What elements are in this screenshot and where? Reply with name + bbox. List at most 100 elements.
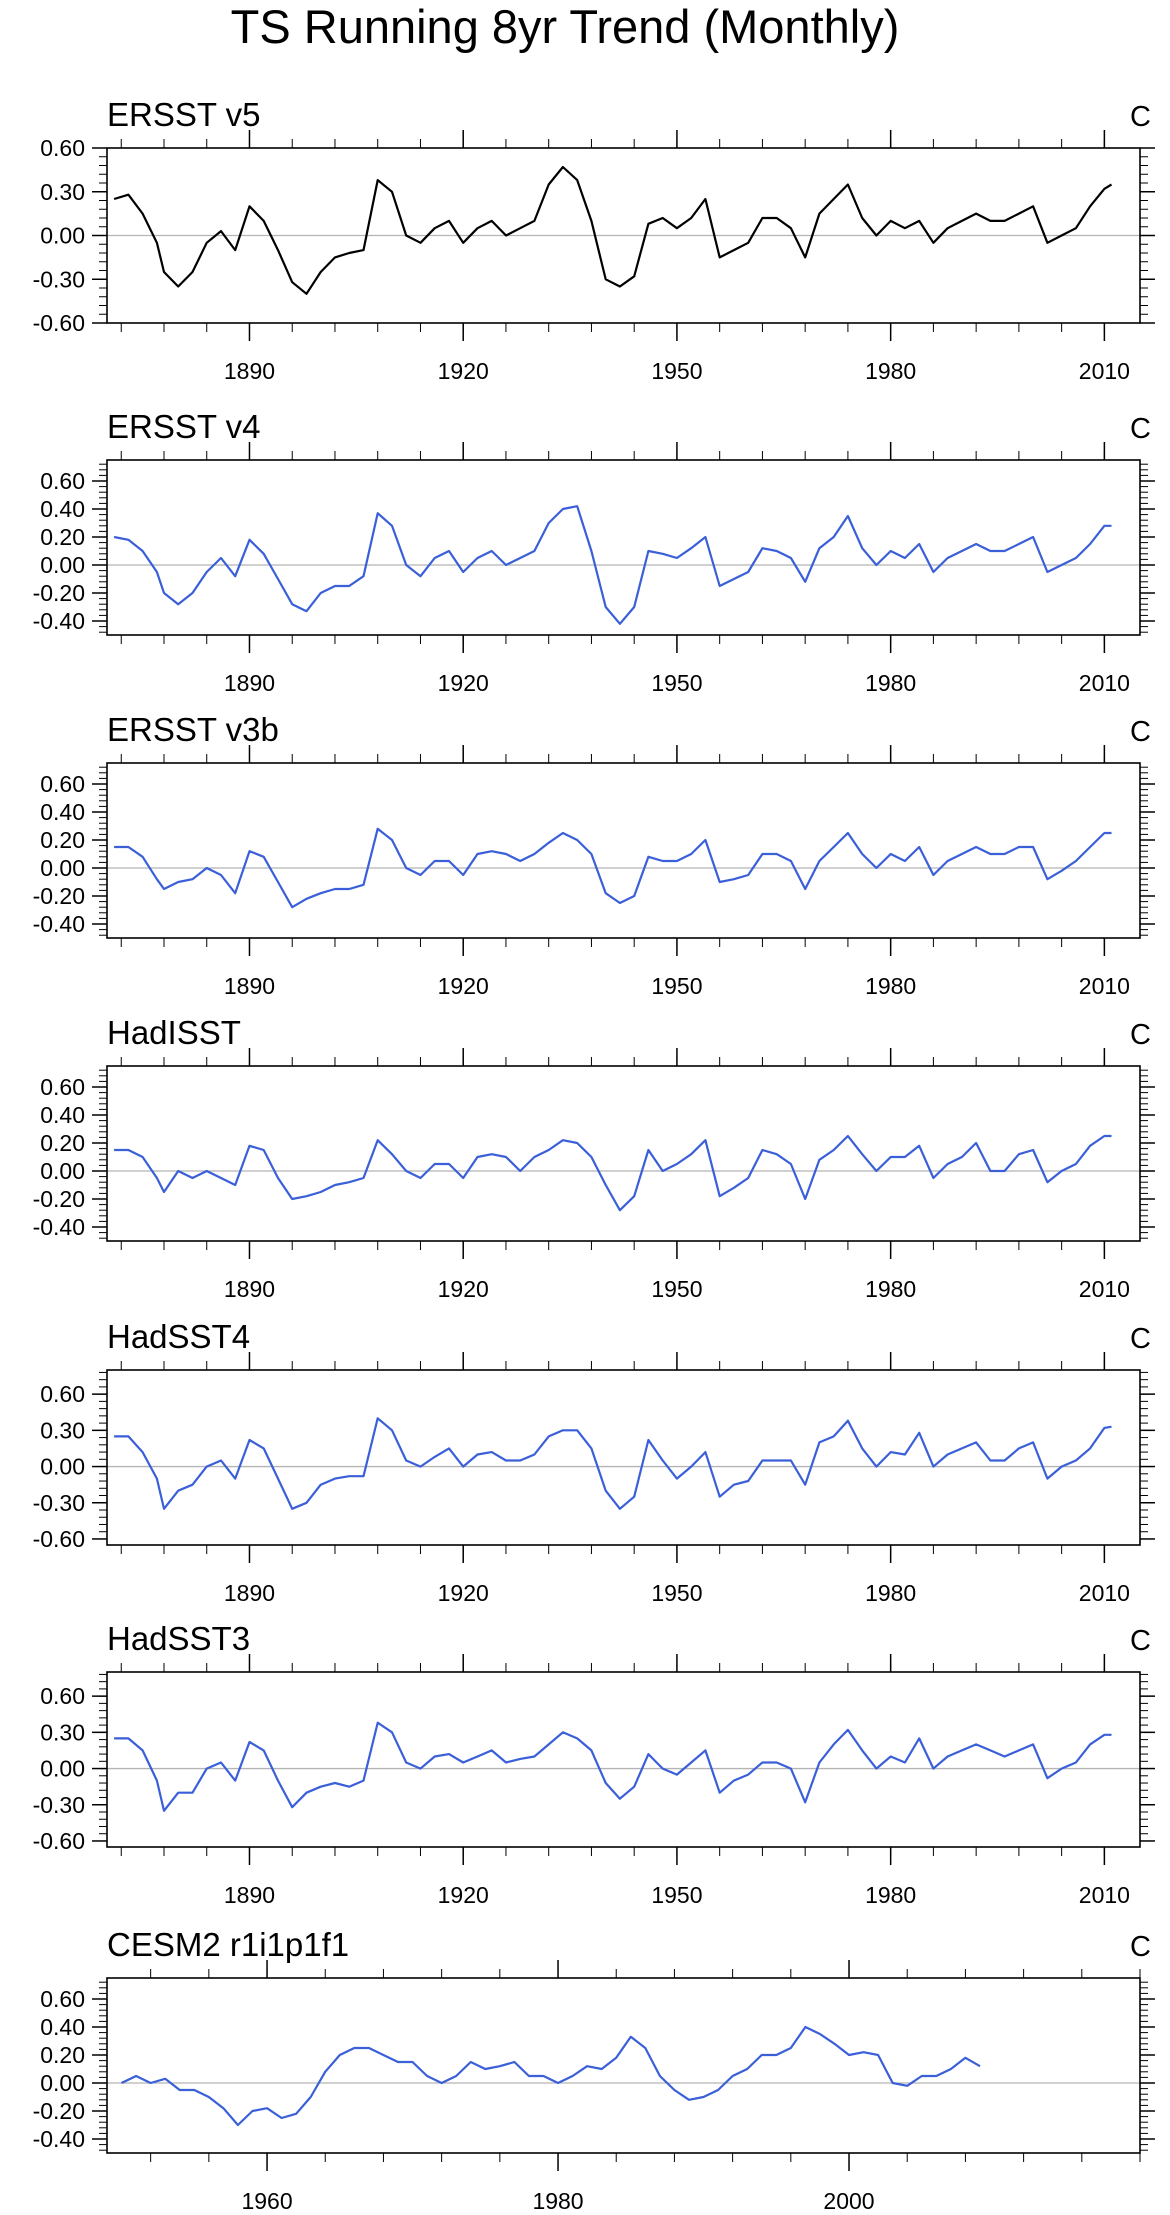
y-tick-label: 0.00	[40, 855, 85, 881]
y-tick-label: -0.60	[33, 1526, 85, 1552]
x-tick-label: 2010	[1079, 1580, 1130, 1606]
panel-title: ERSST v5	[107, 96, 260, 133]
x-tick-label: 1890	[224, 358, 275, 384]
panel-units: C	[1130, 1625, 1151, 1657]
y-tick-label: 0.20	[40, 827, 85, 853]
series-line	[113, 505, 1112, 625]
y-tick-label: 0.20	[40, 524, 85, 550]
x-tick-label: 1890	[224, 973, 275, 999]
y-tick-label: -0.20	[33, 580, 85, 606]
y-tick-label: 0.00	[40, 223, 85, 249]
y-tick-label: -0.20	[33, 883, 85, 909]
y-tick-label: -0.30	[33, 1792, 85, 1818]
y-tick-label: 0.60	[40, 1381, 85, 1407]
plot-frame	[106, 459, 1141, 636]
y-tick-label: -0.40	[33, 1214, 85, 1240]
series-line	[114, 1721, 1112, 1812]
panel-title: HadISST	[107, 1014, 241, 1051]
chart-panel-2: ERSST v4 C -0.40-0.200.000.200.400.60 1890 1…	[33, 408, 1155, 696]
panel-units: C	[1130, 1323, 1151, 1355]
x-tick-label: 2000	[823, 2188, 874, 2214]
figure-title: TS Running 8yr Trend (Monthly)	[231, 0, 900, 53]
chart-panel-1: ERSST v5 C -0.60 -0.30 0.00 0.30 0.60 1890 1920 1…	[33, 96, 1155, 384]
x-tick-label: 2010	[1079, 1882, 1130, 1908]
y-tick-label: 0.00	[40, 1158, 85, 1184]
x-tick-label: 1950	[651, 1580, 702, 1606]
y-tick-label: -0.40	[33, 2126, 85, 2152]
x-tick-label: 1890	[224, 1276, 275, 1302]
x-tick-label: 1920	[438, 670, 489, 696]
plot-frame	[106, 1369, 1141, 1546]
y-tick-label: 0.60	[40, 771, 85, 797]
y-tick-label: 0.60	[40, 1986, 85, 2012]
series-line	[114, 827, 1112, 909]
y-tick-label: 0.40	[40, 799, 85, 825]
y-tick-label: 0.30	[40, 1417, 85, 1443]
y-tick-label: 0.60	[40, 135, 85, 161]
plot-frame	[106, 762, 1141, 939]
plot-frame	[106, 147, 1141, 324]
y-tick-label: 0.60	[40, 1683, 85, 1709]
panel-title: CESM2 r1i1p1f1	[107, 1926, 349, 1963]
y-tick-label: -0.20	[33, 1186, 85, 1212]
panel-units: C	[1130, 1931, 1151, 1963]
y-tick-label: 0.40	[40, 496, 85, 522]
y-tick-label: 0.20	[40, 2042, 85, 2068]
x-tick-label: 1980	[865, 1882, 916, 1908]
y-tick-label: 0.00	[40, 552, 85, 578]
x-tick-label: 1950	[651, 1276, 702, 1302]
y-tick-label: -0.40	[33, 608, 85, 634]
panel-units: C	[1130, 1019, 1151, 1051]
x-tick-label: 1920	[438, 973, 489, 999]
y-tick-label: -0.40	[33, 911, 85, 937]
y-tick-label: 0.60	[40, 468, 85, 494]
panel-title: ERSST v3b	[107, 711, 279, 748]
series-line	[113, 165, 1113, 295]
x-tick-label: 1980	[865, 1580, 916, 1606]
x-tick-label: 1920	[438, 1882, 489, 1908]
x-tick-label: 1950	[651, 1882, 702, 1908]
chart-panel-6: HadSST3 C -0.60 -0.30 0.00 0.30 0.60 1890 1920 19…	[33, 1620, 1155, 1908]
plot-frame	[106, 1671, 1141, 1848]
chart-panel-5: HadSST4 C -0.60 -0.30 0.00 0.30 0.60 1890 1920 19…	[33, 1318, 1155, 1606]
x-tick-label: 1890	[224, 1882, 275, 1908]
y-tick-label: 0.00	[40, 1454, 85, 1480]
x-tick-label: 2010	[1079, 1276, 1130, 1302]
y-tick-label: 0.30	[40, 1719, 85, 1745]
panel-units: C	[1130, 101, 1151, 133]
panel-title: HadSST3	[107, 1620, 250, 1657]
series-line	[121, 2025, 981, 2127]
y-tick-label: -0.60	[33, 310, 85, 336]
x-tick-label: 1980	[865, 670, 916, 696]
plot-frame	[106, 1977, 1141, 2154]
x-tick-label: 1890	[224, 670, 275, 696]
y-tick-label: 0.40	[40, 2014, 85, 2040]
y-tick-label: -0.60	[33, 1828, 85, 1854]
panel-title: ERSST v4	[107, 408, 260, 445]
x-tick-label: 1980	[865, 358, 916, 384]
series-line	[114, 1134, 1112, 1212]
x-tick-label: 1960	[241, 2188, 292, 2214]
x-tick-label: 1920	[438, 1276, 489, 1302]
x-tick-label: 2010	[1079, 358, 1130, 384]
x-tick-label: 1980	[865, 1276, 916, 1302]
series-line	[114, 1417, 1112, 1510]
y-tick-label: 0.30	[40, 179, 85, 205]
chart-panel-3: ERSST v3b C -0.40-0.200.000.200.400.60 1890…	[33, 711, 1155, 999]
y-tick-label: 0.00	[40, 2070, 85, 2096]
x-tick-label: 1950	[651, 973, 702, 999]
x-tick-label: 1890	[224, 1580, 275, 1606]
x-tick-label: 1980	[865, 973, 916, 999]
y-tick-label: 0.60	[40, 1074, 85, 1100]
y-tick-label: 0.40	[40, 1102, 85, 1128]
y-tick-label: -0.30	[33, 266, 85, 292]
panel-units: C	[1130, 716, 1151, 748]
x-tick-label: 1950	[651, 358, 702, 384]
y-tick-label: 0.20	[40, 1130, 85, 1156]
x-tick-label: 2010	[1079, 670, 1130, 696]
x-tick-label: 1980	[532, 2188, 583, 2214]
plot-frame	[106, 1065, 1141, 1242]
chart-panel-4: HadISST C -0.40-0.200.000.200.400.60 1890 19…	[33, 1014, 1155, 1302]
y-tick-label: 0.00	[40, 1756, 85, 1782]
